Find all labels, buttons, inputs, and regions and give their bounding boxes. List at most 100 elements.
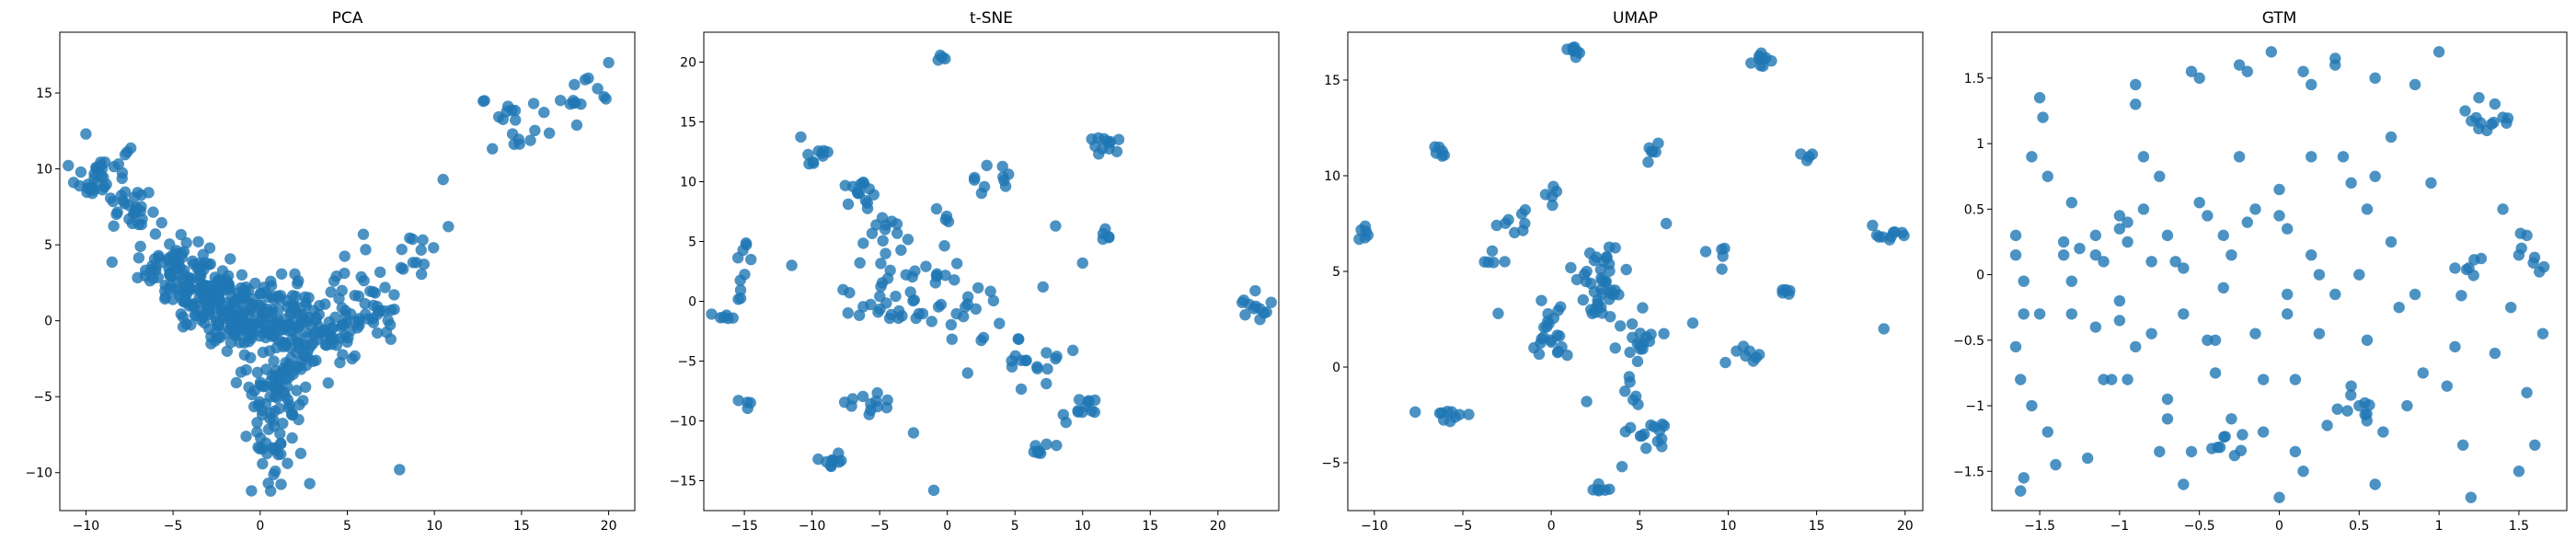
- data-point: [2241, 216, 2253, 228]
- chart-title: GTM: [2262, 9, 2297, 28]
- data-point: [313, 300, 326, 312]
- chart-title: UMAP: [1613, 9, 1658, 28]
- data-point: [339, 250, 351, 262]
- data-point: [939, 213, 952, 225]
- data-point: [2534, 266, 2546, 278]
- data-point: [280, 373, 292, 385]
- data-point: [2513, 466, 2525, 477]
- data-point: [394, 464, 406, 476]
- data-point: [417, 234, 429, 247]
- data-point: [970, 303, 982, 316]
- data-point: [374, 266, 386, 279]
- chart-panel-umap: UMAP −10 −5 0 5 10 15 20 −5 0 5 10 15: [1321, 9, 1924, 534]
- data-point: [2329, 59, 2341, 71]
- data-point: [300, 299, 312, 312]
- scatter-points: [1353, 41, 1910, 497]
- data-point: [280, 319, 292, 331]
- data-point: [214, 294, 226, 306]
- x-tick-label: 10: [1075, 519, 1091, 534]
- data-point: [1433, 141, 1445, 154]
- data-point: [741, 238, 753, 251]
- data-point: [1409, 406, 1421, 419]
- data-point: [1603, 241, 1616, 253]
- data-point: [262, 477, 274, 489]
- data-point: [904, 286, 916, 298]
- data-point: [1653, 424, 1666, 437]
- data-point: [2401, 399, 2413, 412]
- data-point: [2145, 328, 2157, 339]
- data-point: [931, 270, 943, 282]
- data-point: [218, 309, 230, 322]
- data-point: [2345, 389, 2357, 401]
- data-point: [1740, 350, 1752, 362]
- data-point: [2313, 269, 2326, 281]
- scatter-points: [706, 49, 1277, 497]
- data-point: [286, 431, 298, 444]
- data-point: [1438, 414, 1450, 426]
- data-point: [2009, 229, 2022, 242]
- data-point: [2089, 321, 2102, 333]
- data-point: [1076, 257, 1088, 270]
- data-point: [875, 281, 887, 293]
- data-point: [1097, 233, 1110, 246]
- data-point: [1878, 323, 1890, 335]
- data-point: [178, 264, 190, 277]
- data-point: [870, 219, 882, 231]
- data-point: [1604, 311, 1616, 323]
- data-point: [349, 289, 361, 302]
- data-point: [731, 252, 744, 264]
- data-point: [269, 390, 282, 403]
- data-point: [1533, 348, 1546, 361]
- data-point: [162, 254, 174, 266]
- data-point: [2273, 183, 2285, 196]
- data-point: [2193, 197, 2205, 209]
- data-point: [2529, 439, 2541, 451]
- data-point: [795, 131, 807, 144]
- data-point: [1898, 229, 1910, 242]
- data-point: [1509, 226, 1521, 239]
- data-point: [388, 304, 400, 316]
- data-point: [2306, 78, 2317, 91]
- data-point: [290, 291, 302, 303]
- data-point: [2497, 111, 2509, 123]
- data-point: [2178, 478, 2190, 490]
- data-point: [842, 198, 855, 211]
- data-point: [2449, 262, 2461, 274]
- data-point: [570, 119, 583, 132]
- data-point: [2456, 439, 2469, 451]
- data-point: [2233, 151, 2246, 163]
- data-point: [1637, 302, 1649, 314]
- data-point: [201, 305, 214, 316]
- data-point: [2065, 197, 2078, 209]
- data-point: [121, 145, 133, 158]
- data-point: [582, 72, 594, 85]
- data-point: [2281, 308, 2294, 320]
- data-point: [304, 477, 316, 489]
- data-point: [509, 104, 522, 117]
- data-point: [2154, 445, 2166, 458]
- data-point: [325, 330, 338, 342]
- data-point: [2018, 308, 2030, 320]
- data-point: [1650, 146, 1662, 158]
- data-point: [2265, 46, 2278, 58]
- data-point: [75, 166, 87, 178]
- data-point: [2217, 282, 2229, 294]
- data-point: [153, 251, 165, 264]
- data-point: [1632, 398, 1644, 410]
- data-point: [1619, 426, 1632, 438]
- data-point: [268, 381, 281, 394]
- data-point: [2441, 380, 2453, 392]
- data-point: [282, 402, 295, 414]
- y-tick-label: 1.5: [1964, 72, 1984, 86]
- data-point: [2098, 374, 2110, 385]
- data-point: [2297, 466, 2309, 477]
- data-point: [205, 338, 217, 350]
- data-point: [1777, 287, 1788, 299]
- data-point: [1614, 320, 1627, 332]
- data-point: [299, 381, 312, 393]
- data-point: [227, 328, 240, 340]
- data-point: [2130, 98, 2142, 110]
- data-point: [249, 277, 261, 290]
- data-point: [2214, 441, 2226, 454]
- data-point: [1249, 284, 1261, 297]
